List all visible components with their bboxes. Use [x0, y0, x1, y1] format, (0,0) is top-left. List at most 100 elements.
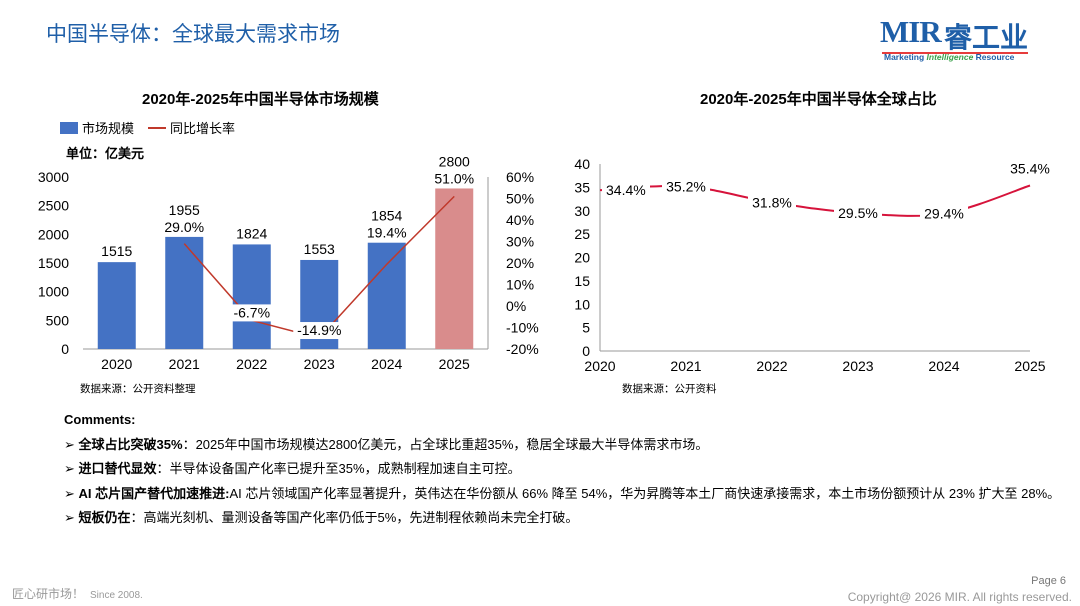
x-tick-label: 2024: [928, 358, 959, 374]
share-data-label: 29.5%: [838, 205, 878, 221]
bar-value-label: 1955: [169, 202, 200, 218]
chart1-title: 2020年-2025年中国半导体市场规模: [142, 91, 379, 108]
y2-tick-label: -10%: [506, 320, 539, 336]
logo-cn-name: 睿工业: [944, 22, 1029, 53]
share-data-label: 35.4%: [1010, 161, 1050, 177]
logo-wordmark: MIR: [880, 14, 942, 49]
comment-item: ➢ 短板仍在：高端光刻机、量测设备等国产化率仍低于5%，先进制程依赖尚未完全打破…: [64, 506, 1064, 531]
y-tick-label: 10: [574, 296, 590, 312]
y-tick-label: 500: [46, 312, 70, 328]
logo-tagline-1: Marketing: [884, 52, 925, 62]
chart1-legend: 市场规模 同比增长率: [60, 118, 235, 137]
logo-tagline-3: Resource: [975, 52, 1015, 62]
y-tick-label: 1500: [38, 255, 69, 271]
comment-text: ：半导体设备国产化率已提升至35%，成熟制程加速自主可控。: [156, 461, 521, 476]
legend-line-label: 同比增长率: [170, 121, 236, 136]
growth-data-label: -6.7%: [233, 304, 270, 320]
mir-logo: MIR 睿工业 Marketing Intelligence Resource: [880, 14, 1030, 64]
y-tick-label: 1000: [38, 284, 69, 300]
x-tick-label: 2022: [236, 356, 267, 372]
legend-line-swatch: [148, 127, 167, 129]
comment-text: ：2025年中国市场规模达2800亿美元，占全球比重超35%，稳居全球最大半导体…: [182, 436, 709, 452]
comment-item: ➢ 全球占比突破35%：2025年中国市场规模达2800亿美元，占全球比重超35…: [64, 433, 1064, 458]
chart1-unit: 单位：亿美元: [66, 146, 145, 161]
copyright: Copyright@ 2026 MIR. All rights reserved…: [847, 590, 1072, 604]
y-tick-label: 3000: [38, 169, 69, 185]
y-tick-label: 5: [582, 320, 590, 336]
y-tick-label: 25: [574, 226, 590, 242]
share-data-label: 34.4%: [606, 182, 646, 198]
bar: [435, 188, 474, 349]
y2-tick-label: 60%: [506, 169, 534, 185]
comment-item: ➢ AI 芯片国产替代加速推进:AI 芯片领域国产化率显著提升，英伟达在华份额从…: [64, 482, 1064, 507]
x-tick-label: 2023: [842, 358, 873, 374]
y-tick-label: 0: [582, 343, 590, 359]
y-tick-label: 0: [61, 341, 69, 357]
y-tick-label: 2000: [38, 226, 69, 242]
chart2-title: 2020年-2025年中国半导体全球占比: [700, 91, 937, 108]
x-tick-label: 2021: [169, 356, 200, 372]
x-tick-label: 2021: [670, 358, 701, 374]
x-tick-label: 2022: [756, 358, 787, 374]
x-tick-label: 2023: [304, 356, 335, 372]
comment-label: 短板仍在: [78, 510, 131, 525]
growth-label-bg: [293, 322, 346, 340]
bar-value-label: 1515: [101, 243, 132, 259]
y2-tick-label: 20%: [506, 255, 534, 271]
growth-data-label: 51.0%: [434, 170, 474, 186]
bar: [232, 244, 271, 349]
bar: [97, 262, 136, 349]
comment-text: ：高端光刻机、量测设备等国产化率仍低于5%，先进制程依赖尚未完全打破。: [130, 510, 579, 525]
bar-value-label: 2800: [439, 153, 470, 169]
bullet-icon: ➢: [64, 510, 75, 525]
footer-slogan-text: 匠心研市场！: [12, 587, 85, 601]
x-tick-label: 2024: [371, 356, 402, 372]
share-data-label: 29.4%: [924, 206, 964, 222]
bar-value-label: 1553: [304, 241, 335, 257]
bar: [367, 242, 406, 349]
comment-label: 全球占比突破35%: [78, 436, 183, 452]
footer-slogan: 匠心研市场！ Since 2008.: [12, 585, 143, 602]
x-tick-label: 2025: [439, 356, 470, 372]
legend-bar-label: 市场规模: [82, 121, 135, 136]
chart1-source: 数据来源：公开资料整理: [80, 383, 196, 395]
share-label-bg: [662, 177, 710, 196]
bar-value-label: 1824: [236, 225, 267, 241]
bullet-icon: ➢: [64, 485, 75, 501]
page-title: 中国半导体：全球最大需求市场: [46, 23, 340, 46]
y2-tick-label: 10%: [506, 277, 534, 293]
comments-section: Comments: ➢ 全球占比突破35%：2025年中国市场规模达2800亿美…: [64, 408, 1064, 531]
logo-tagline-2: Intelligence: [926, 52, 974, 62]
y-tick-label: 40: [574, 156, 590, 172]
logo-underline: [882, 52, 1028, 54]
x-tick-label: 2020: [584, 358, 615, 374]
market-size-chart: 0 500 1000 1500 2000 2500 3000 -20% -10% 0% 10% 20%…: [38, 153, 539, 372]
share-label-bg: [920, 204, 968, 223]
page-number: Page 6: [1031, 575, 1066, 587]
growth-data-label: -14.9%: [297, 322, 341, 338]
comment-text: AI 芯片领域国产化率显著提升，英伟达在华份额从 66% 降至 54%，华为昇腾…: [229, 485, 1061, 501]
share-data-label: 35.2%: [666, 178, 706, 194]
y2-tick-label: 50%: [506, 191, 534, 207]
y-tick-label: 30: [574, 203, 590, 219]
legend-bar-swatch: [60, 122, 78, 134]
footer-since: Since 2008.: [90, 590, 143, 601]
y2-tick-label: -20%: [506, 341, 539, 357]
y2-tick-label: 0%: [506, 298, 526, 314]
chart2-source: 数据来源：公开资料: [622, 383, 717, 395]
y-tick-label: 35: [574, 179, 590, 195]
share-label-bg: [748, 193, 796, 212]
growth-data-label: 19.4%: [367, 225, 407, 241]
share-label-bg: [602, 181, 650, 200]
y-tick-label: 15: [574, 273, 590, 289]
y-tick-label: 20: [574, 250, 590, 266]
comment-label: AI 芯片国产替代加速推进:: [78, 485, 230, 501]
x-tick-label: 2020: [101, 356, 132, 372]
bullet-icon: ➢: [64, 436, 75, 452]
logo-tagline: Marketing Intelligence Resource: [884, 52, 1014, 62]
comments-heading: Comments:: [64, 412, 136, 427]
y2-tick-label: 40%: [506, 212, 534, 228]
y2-tick-label: 30%: [506, 234, 534, 250]
comment-label: 进口替代显效: [78, 461, 157, 476]
